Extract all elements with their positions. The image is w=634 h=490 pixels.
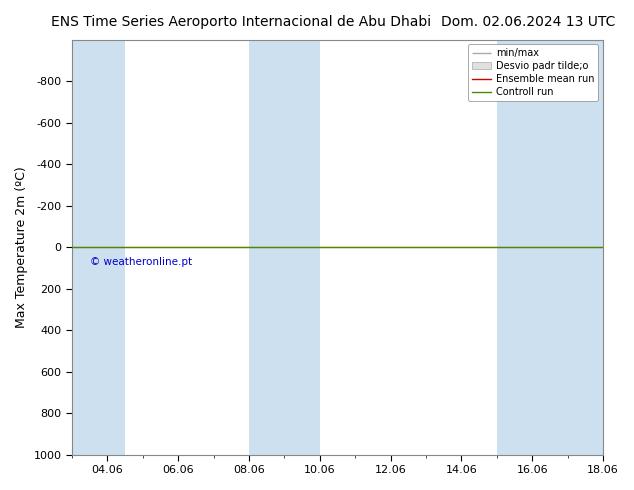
Text: Dom. 02.06.2024 13 UTC: Dom. 02.06.2024 13 UTC bbox=[441, 15, 615, 29]
Text: © weatheronline.pt: © weatheronline.pt bbox=[89, 257, 192, 268]
Bar bbox=[497, 40, 603, 455]
Bar bbox=[72, 40, 125, 455]
Text: ENS Time Series Aeroporto Internacional de Abu Dhabi: ENS Time Series Aeroporto Internacional … bbox=[51, 15, 431, 29]
Y-axis label: Max Temperature 2m (ºC): Max Temperature 2m (ºC) bbox=[15, 166, 28, 328]
Legend: min/max, Desvio padr tilde;o, Ensemble mean run, Controll run: min/max, Desvio padr tilde;o, Ensemble m… bbox=[468, 45, 598, 101]
Bar bbox=[249, 40, 320, 455]
